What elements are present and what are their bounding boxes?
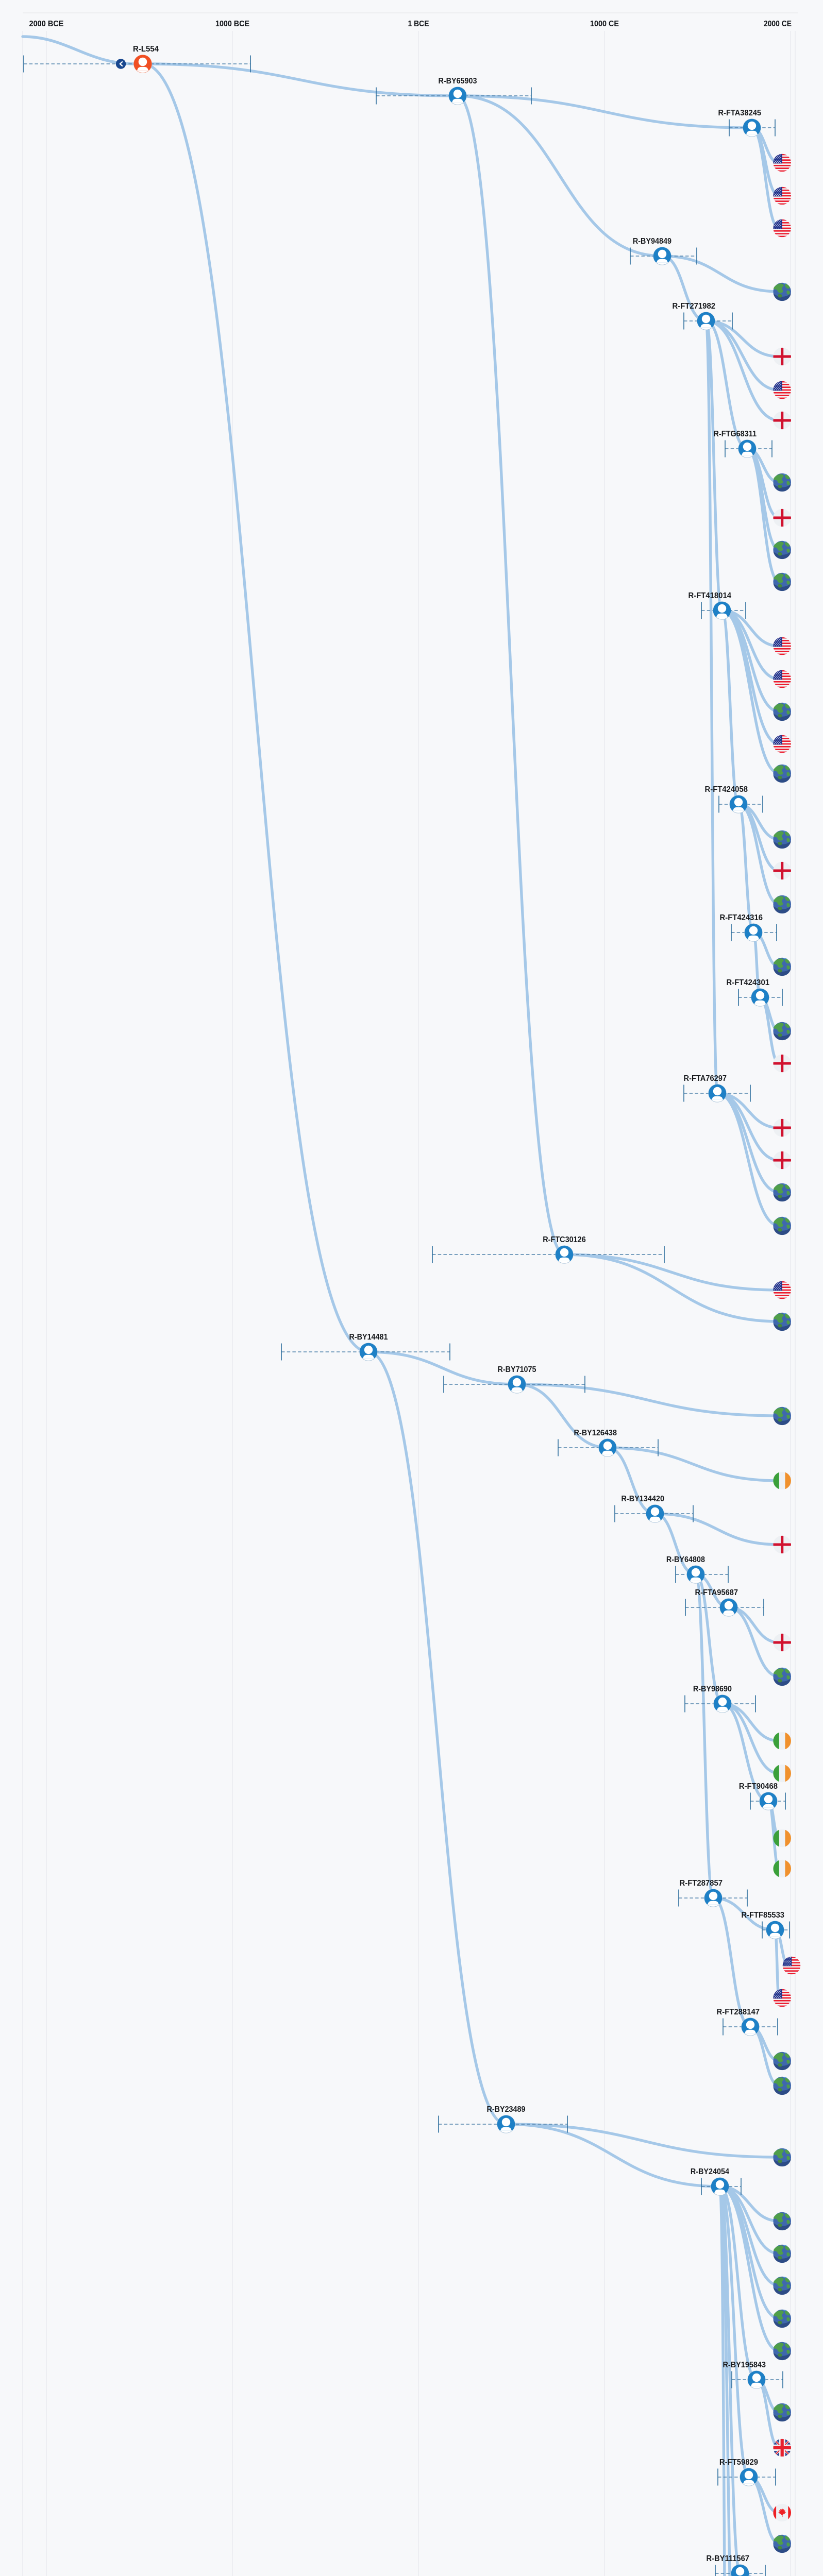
svg-text:R-FT424301: R-FT424301 [727, 978, 770, 987]
svg-text:R-FT90468: R-FT90468 [739, 1782, 778, 1791]
svg-text:R-FTA38245: R-FTA38245 [718, 109, 762, 117]
svg-text:R-FTG68311: R-FTG68311 [714, 430, 757, 438]
svg-text:1 BCE: 1 BCE [408, 20, 429, 28]
svg-text:R-BY94849: R-BY94849 [633, 237, 671, 246]
svg-text:R-BY71075: R-BY71075 [497, 1365, 536, 1374]
svg-text:R-FT271982: R-FT271982 [673, 302, 716, 311]
svg-text:2000 BCE: 2000 BCE [29, 20, 64, 28]
svg-text:R-FTA76297: R-FTA76297 [684, 1074, 727, 1083]
svg-text:R-FT287857: R-FT287857 [680, 1879, 723, 1888]
svg-text:R-BY24054: R-BY24054 [691, 2167, 729, 2176]
svg-text:R-BY14481: R-BY14481 [349, 1333, 388, 1342]
svg-text:R-FT288147: R-FT288147 [717, 2008, 760, 2016]
svg-text:R-BY65903: R-BY65903 [438, 77, 477, 86]
svg-text:1000 CE: 1000 CE [590, 20, 619, 28]
svg-text:2000 CE: 2000 CE [764, 20, 792, 28]
svg-text:R-BY98690: R-BY98690 [693, 1685, 732, 1693]
svg-text:R-FTA95687: R-FTA95687 [695, 1588, 738, 1597]
svg-text:R-BY134420: R-BY134420 [622, 1495, 665, 1503]
svg-text:R-BY64808: R-BY64808 [666, 1555, 705, 1564]
svg-text:R-L554: R-L554 [133, 45, 159, 54]
svg-text:R-FT424316: R-FT424316 [720, 913, 763, 922]
svg-text:R-BY111567: R-BY111567 [707, 2554, 750, 2563]
svg-text:R-BY126438: R-BY126438 [574, 1429, 617, 1437]
svg-text:R-BY195843: R-BY195843 [723, 2361, 766, 2369]
svg-text:R-FT424058: R-FT424058 [705, 785, 748, 794]
svg-text:R-FT418014: R-FT418014 [688, 591, 732, 600]
svg-text:1000 BCE: 1000 BCE [215, 20, 249, 28]
svg-text:R-FT59829: R-FT59829 [719, 2458, 758, 2467]
svg-text:R-FTF85533: R-FTF85533 [742, 1911, 785, 1920]
svg-text:R-BY23489: R-BY23489 [486, 2105, 525, 2114]
svg-text:R-FTC30126: R-FTC30126 [543, 1235, 586, 1244]
